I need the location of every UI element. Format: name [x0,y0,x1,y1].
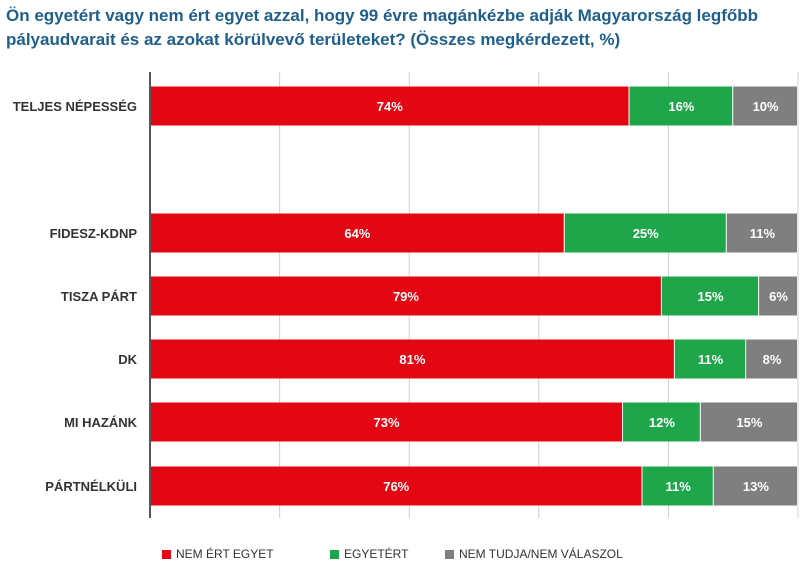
data-label-mi-hazank-nem-tudja-nem-valaszol: 15% [736,415,762,430]
legend-swatch-nem-tudja-nem-valaszol [445,550,454,559]
data-label-mi-hazank-nem-ert-egyet: 73% [374,415,400,430]
data-label-fidesz-kdnp-nem-ert-egyet: 64% [344,226,370,241]
data-label-fidesz-kdnp-nem-tudja-nem-valaszol: 11% [750,226,776,241]
bar-mi-hazank-nem-ert-egyet [150,402,623,442]
data-label-partnelkuli-nem-tudja-nem-valaszol: 13% [743,479,769,494]
data-label-tisza-part-egyetert: 15% [698,289,724,304]
bar-fidesz-kdnp-egyetert [564,213,726,253]
legend-swatch-egyetert [330,550,339,559]
data-label-dk-nem-tudja-nem-valaszol: 8% [763,352,782,367]
bar-fidesz-kdnp-nem-ert-egyet [150,213,564,253]
data-label-partnelkuli-egyetert: 11% [665,479,691,494]
data-label-mi-hazank-egyetert: 12% [649,415,675,430]
bar-teljes-nepesseg-nem-tudja-nem-valaszol [733,86,797,126]
legend-label-nem-tudja-nem-valaszol: NEM TUDJA/NEM VÁLASZOL [459,546,623,561]
category-label-partnelkuli: PÁRTNÉLKÜLI [45,479,137,494]
legend-label-egyetert: EGYETÉRT [344,546,409,561]
bar-teljes-nepesseg-egyetert [629,86,733,126]
data-label-teljes-nepesseg-nem-tudja-nem-valaszol: 10% [753,99,779,114]
bar-mi-hazank-nem-tudja-nem-valaszol [700,402,797,442]
data-label-teljes-nepesseg-nem-ert-egyet: 74% [377,99,403,114]
bar-partnelkuli-nem-tudja-nem-valaszol [713,466,797,506]
category-label-teljes-nepesseg: TELJES NÉPESSÉG [13,99,137,114]
bar-dk-nem-tudja-nem-valaszol [746,339,797,379]
category-label-tisza-part: TISZA PÁRT [61,289,137,304]
bar-mi-hazank-egyetert [623,402,700,442]
data-label-teljes-nepesseg-egyetert: 16% [668,99,694,114]
data-label-dk-nem-ert-egyet: 81% [399,352,425,367]
legend-label-nem-ert-egyet: NEM ÉRT EGYET [176,546,274,561]
category-label-fidesz-kdnp: FIDESZ-KDNP [50,226,138,241]
bar-partnelkuli-egyetert [642,466,713,506]
legend-swatch-nem-ert-egyet [162,550,171,559]
category-label-mi-hazank: MI HAZÁNK [64,415,138,430]
category-label-dk: DK [118,352,137,367]
data-label-tisza-part-nem-tudja-nem-valaszol: 6% [769,289,788,304]
bar-tisza-part-nem-tudja-nem-valaszol [759,276,797,316]
data-label-tisza-part-nem-ert-egyet: 79% [393,289,419,304]
bar-dk-nem-ert-egyet [150,339,674,379]
bar-dk-egyetert [674,339,746,379]
bar-fidesz-kdnp-nem-tudja-nem-valaszol [726,213,797,253]
bar-teljes-nepesseg-nem-ert-egyet [150,86,629,126]
data-label-dk-egyetert: 11% [698,352,724,367]
bar-partnelkuli-nem-ert-egyet [150,466,642,506]
bar-tisza-part-egyetert [661,276,759,316]
chart-title: Ön egyetért vagy nem ért egyet azzal, ho… [6,6,759,49]
data-label-partnelkuli-nem-ert-egyet: 76% [383,479,409,494]
bar-tisza-part-nem-ert-egyet [150,276,661,316]
data-label-fidesz-kdnp-egyetert: 25% [633,226,659,241]
